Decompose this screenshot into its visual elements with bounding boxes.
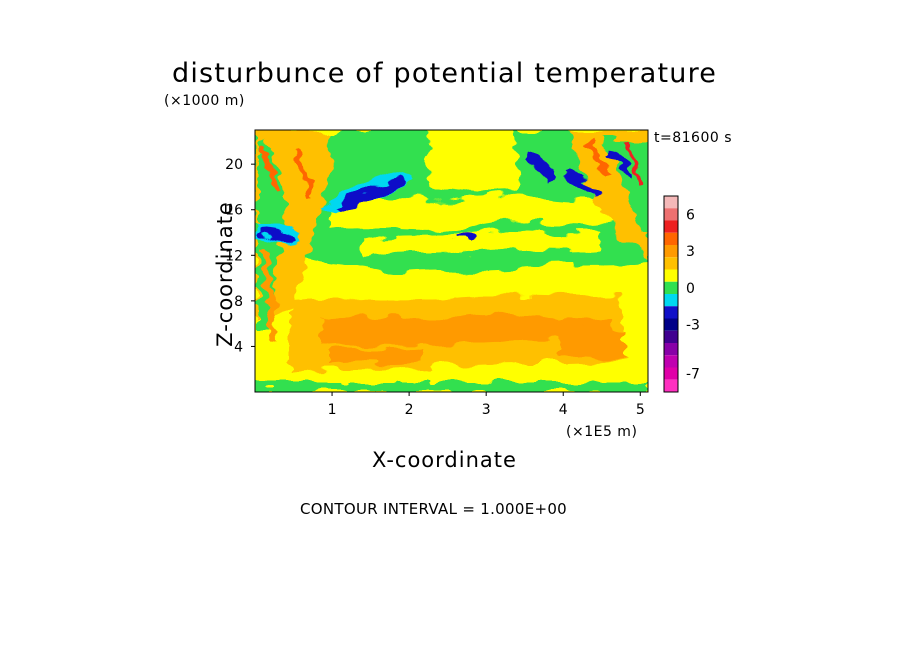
- colorbar-swatch: [664, 196, 678, 209]
- colorbar-swatch: [664, 355, 678, 368]
- colorbar-swatch: [664, 232, 678, 245]
- colorbar-tick-label: 0: [686, 281, 695, 297]
- x-axis-unit-label: (×1E5 m): [566, 424, 638, 440]
- x-axis-label: X-coordinate: [372, 448, 517, 472]
- x-tick-label: 3: [482, 402, 491, 418]
- colorbar-tick-label: -7: [686, 367, 700, 383]
- colorbar-swatch: [664, 318, 678, 331]
- colorbar-swatch: [664, 245, 678, 258]
- colorbar-swatch: [664, 367, 678, 380]
- colorbar-swatch: [664, 330, 678, 343]
- contour-interval-label: CONTOUR INTERVAL = 1.000E+00: [300, 500, 568, 518]
- colorbar-swatch: [664, 379, 678, 392]
- x-tick-label: 2: [405, 402, 414, 418]
- colorbar-swatch: [664, 281, 678, 294]
- colorbar-frame: [663, 195, 679, 393]
- colorbar-tick-label: 3: [686, 244, 695, 260]
- colorbar-swatch: [664, 269, 678, 282]
- x-axis: 1 2 3 4 5: [328, 392, 645, 418]
- colorbar-swatch: [664, 257, 678, 270]
- y-axis-unit-label: (×1000 m): [164, 93, 245, 109]
- y-tick-label: 8: [234, 294, 243, 310]
- colorbar-swatch: [664, 343, 678, 356]
- colorbar-tick-label: -3: [686, 318, 700, 334]
- colorbar-tick-label: 6: [686, 207, 695, 223]
- y-tick-label: 16: [225, 203, 243, 219]
- y-tick-label: 20: [225, 157, 243, 173]
- colorbar-swatch: [664, 306, 678, 319]
- plot-frame: [254, 129, 649, 393]
- chart-title: disturbunce of potential temperature: [172, 58, 718, 89]
- colorbar-swatch: [664, 208, 678, 221]
- y-axis: 4 8 12 16 20: [225, 157, 255, 355]
- colorbar: 6 3 0 -3 -7: [663, 195, 700, 393]
- x-tick-label: 1: [328, 402, 337, 418]
- x-tick-label: 5: [636, 402, 645, 418]
- temperature-field: [255, 130, 648, 392]
- colorbar-swatch: [664, 220, 678, 233]
- x-tick-label: 4: [559, 402, 568, 418]
- colorbar-swatch: [664, 294, 678, 307]
- time-label: t=81600 s: [654, 130, 732, 146]
- y-tick-label: 12: [225, 248, 243, 264]
- y-tick-label: 4: [234, 339, 243, 355]
